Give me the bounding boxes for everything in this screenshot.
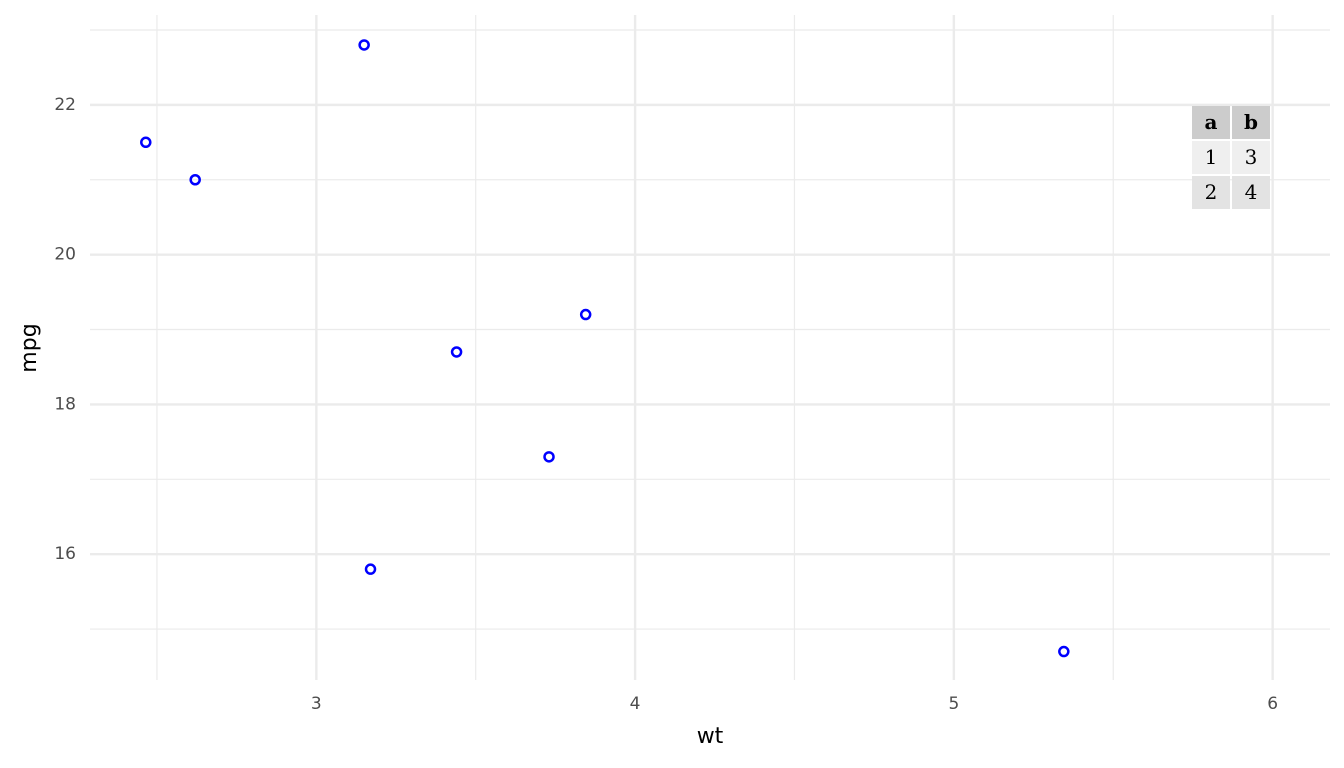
point [358, 39, 370, 51]
table-value: 1 [1205, 145, 1218, 169]
y-tick-label: 22 [54, 95, 76, 115]
table-cell [1232, 141, 1270, 174]
point [450, 346, 463, 358]
point [140, 136, 152, 149]
x-tick-label: 6 [1267, 694, 1278, 714]
x-axis-title: wt [697, 724, 724, 749]
point [579, 308, 592, 321]
table-cell [1192, 176, 1230, 209]
table-value: 2 [1205, 180, 1218, 204]
y-axis-title: mpg [17, 323, 42, 372]
table-value: 3 [1245, 145, 1258, 169]
x-tick-label: 3 [311, 694, 322, 714]
x-tick-label: 4 [630, 694, 641, 714]
table-header-cell [1192, 106, 1230, 139]
table-header: b [1244, 110, 1258, 134]
y-tick-label: 20 [54, 245, 76, 265]
table-header: a [1205, 110, 1218, 134]
x-tick-label: 5 [948, 694, 959, 714]
point [364, 563, 377, 575]
y-tick-label: 18 [54, 394, 76, 414]
point [189, 174, 201, 186]
point [543, 451, 555, 463]
y-tick-label: 16 [54, 544, 76, 564]
table-cell [1232, 176, 1270, 209]
table-value: 4 [1245, 180, 1258, 204]
table-header-cell [1232, 106, 1270, 139]
point [1058, 645, 1070, 658]
table-cell [1192, 141, 1230, 174]
